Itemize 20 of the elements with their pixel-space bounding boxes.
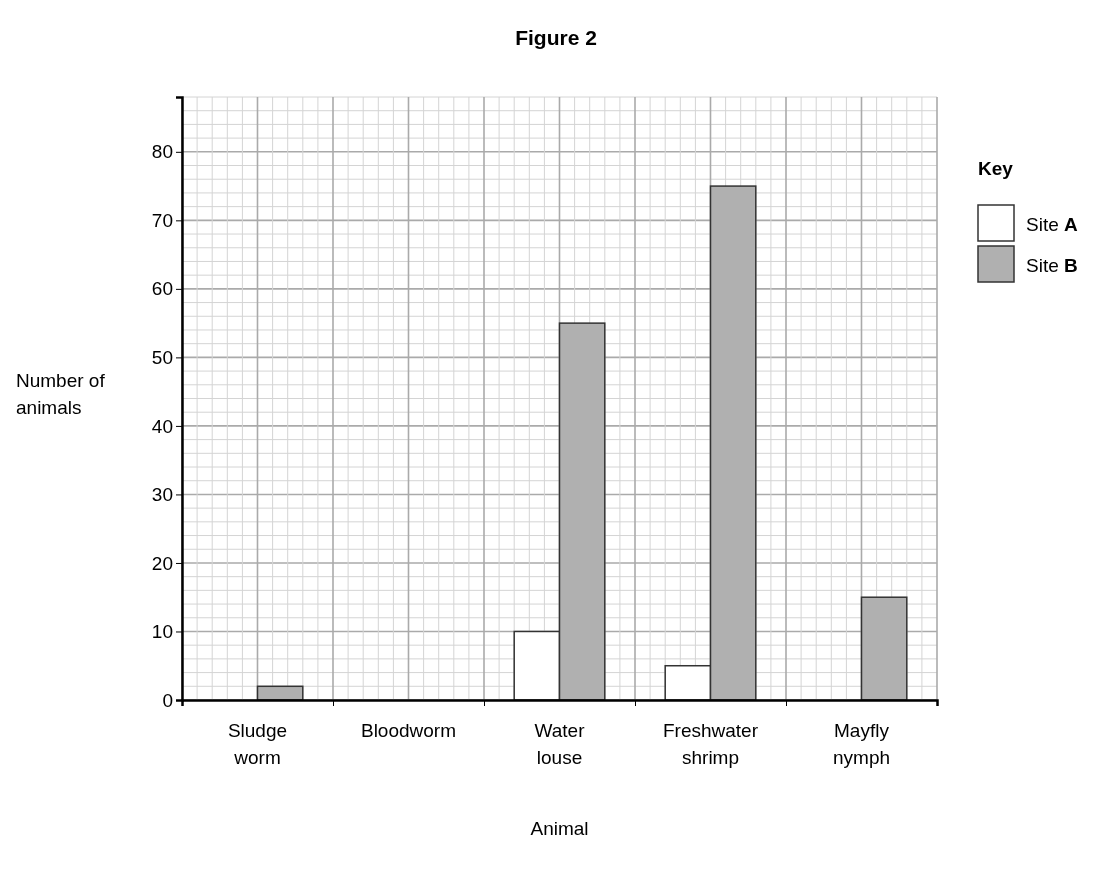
- y-tick-label: 70: [151, 209, 173, 231]
- y-tick-label: 80: [151, 141, 173, 163]
- legend-label: Site B: [1026, 255, 1078, 276]
- x-axis-title: Animal: [530, 818, 589, 839]
- y-tick-label: 10: [151, 621, 173, 643]
- x-tick-label: Freshwater shrimp: [662, 720, 759, 768]
- y-tick-label: 20: [151, 552, 173, 574]
- y-tick-label: 0: [162, 689, 173, 711]
- x-tick-label: Water louse: [534, 720, 586, 768]
- legend-title: Key: [978, 158, 1014, 179]
- y-tick-label: 40: [151, 415, 173, 437]
- y-tick-label: 30: [151, 484, 173, 506]
- y-tick-label: 50: [151, 346, 173, 368]
- chart-title: Figure 2: [515, 26, 597, 49]
- y-axis-title: Number of animals: [16, 370, 106, 418]
- x-tick-label: Sludge worm: [227, 720, 288, 768]
- legend-label: Site A: [1026, 214, 1079, 235]
- y-tick-label: 60: [151, 278, 173, 300]
- x-tick-label: Bloodworm: [360, 720, 457, 741]
- x-tick-label: Mayfly nymph: [832, 720, 891, 768]
